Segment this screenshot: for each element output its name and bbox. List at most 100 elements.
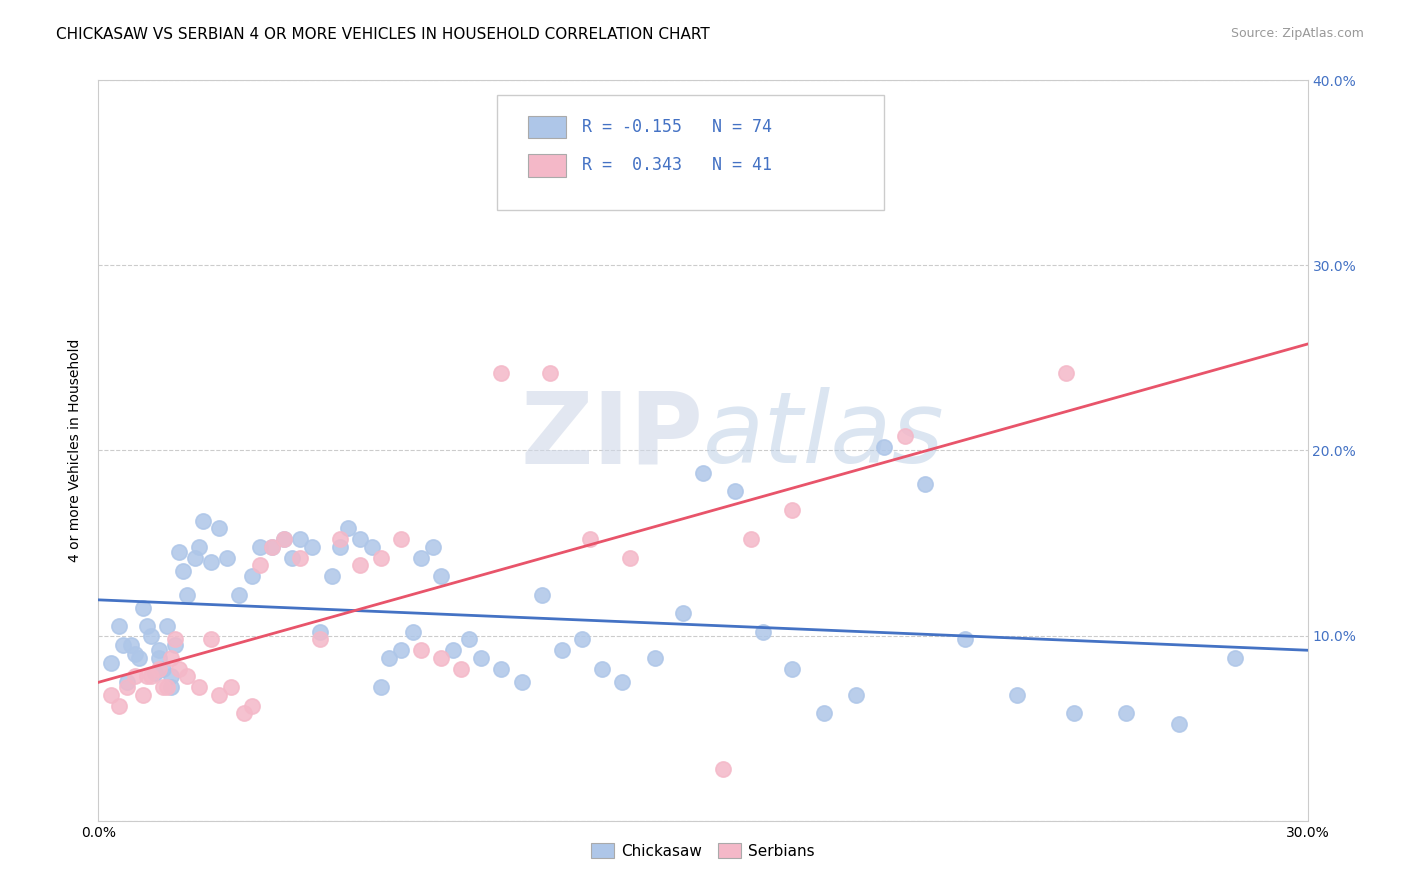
Point bbox=[249, 540, 271, 554]
Point bbox=[329, 540, 352, 554]
Point bbox=[176, 669, 198, 683]
Point bbox=[349, 533, 371, 547]
Point bbox=[163, 638, 186, 652]
Legend: Chickasaw, Serbians: Chickasaw, Serbians bbox=[585, 837, 821, 865]
Point bbox=[389, 533, 412, 547]
Point bbox=[128, 650, 150, 665]
Point bbox=[148, 662, 170, 676]
Point bbox=[1115, 706, 1137, 721]
Point bbox=[115, 674, 138, 689]
Point bbox=[430, 569, 453, 583]
Point bbox=[309, 624, 332, 639]
Point bbox=[1054, 366, 1077, 380]
Text: R = -0.155   N = 74: R = -0.155 N = 74 bbox=[582, 118, 772, 136]
Point bbox=[389, 643, 412, 657]
Point bbox=[240, 698, 263, 713]
Point bbox=[148, 650, 170, 665]
Point bbox=[914, 476, 936, 491]
Point bbox=[124, 669, 146, 683]
Point bbox=[1223, 650, 1246, 665]
Point bbox=[579, 533, 602, 547]
Point bbox=[200, 632, 222, 647]
Point bbox=[321, 569, 343, 583]
Point bbox=[167, 545, 190, 559]
Point bbox=[377, 650, 399, 665]
Point bbox=[441, 643, 464, 657]
Point bbox=[221, 681, 243, 695]
Point bbox=[132, 688, 155, 702]
Point bbox=[370, 550, 392, 565]
Point bbox=[337, 521, 360, 535]
Point bbox=[491, 662, 513, 676]
Point bbox=[143, 665, 166, 680]
Point bbox=[107, 619, 129, 633]
Point bbox=[139, 669, 162, 683]
Point bbox=[100, 657, 122, 671]
FancyBboxPatch shape bbox=[527, 116, 567, 138]
Point bbox=[188, 540, 211, 554]
Point bbox=[724, 484, 747, 499]
Point bbox=[612, 674, 634, 689]
Point bbox=[1063, 706, 1085, 721]
Point bbox=[193, 514, 215, 528]
Point bbox=[288, 550, 311, 565]
FancyBboxPatch shape bbox=[498, 95, 884, 210]
Point bbox=[873, 440, 896, 454]
Point bbox=[176, 588, 198, 602]
Text: ZIP: ZIP bbox=[520, 387, 703, 484]
Point bbox=[711, 762, 734, 776]
Point bbox=[232, 706, 254, 721]
Point bbox=[217, 550, 239, 565]
Point bbox=[845, 688, 868, 702]
Point bbox=[184, 550, 207, 565]
Point bbox=[591, 662, 613, 676]
Point bbox=[510, 674, 533, 689]
Point bbox=[301, 540, 323, 554]
Point bbox=[148, 643, 170, 657]
Point bbox=[571, 632, 593, 647]
Point bbox=[409, 550, 432, 565]
Point bbox=[953, 632, 976, 647]
Point bbox=[260, 540, 283, 554]
Point bbox=[160, 669, 183, 683]
Point bbox=[208, 688, 231, 702]
Point bbox=[135, 619, 157, 633]
Point bbox=[273, 533, 295, 547]
Point bbox=[619, 550, 641, 565]
Point bbox=[644, 650, 666, 665]
Point bbox=[139, 628, 162, 642]
Point bbox=[249, 558, 271, 573]
Point bbox=[780, 502, 803, 516]
Point bbox=[1167, 717, 1189, 731]
Text: R =  0.343   N = 41: R = 0.343 N = 41 bbox=[582, 156, 772, 175]
Point bbox=[329, 533, 352, 547]
Point bbox=[538, 366, 561, 380]
Point bbox=[551, 643, 574, 657]
Point bbox=[813, 706, 835, 721]
Point bbox=[450, 662, 472, 676]
Point bbox=[530, 588, 553, 602]
Point bbox=[288, 533, 311, 547]
Point bbox=[163, 632, 186, 647]
Text: atlas: atlas bbox=[703, 387, 945, 484]
Point bbox=[152, 662, 174, 676]
Point bbox=[740, 533, 762, 547]
Point bbox=[172, 564, 194, 578]
Point bbox=[430, 650, 453, 665]
Y-axis label: 4 or more Vehicles in Household: 4 or more Vehicles in Household bbox=[69, 339, 83, 562]
Point bbox=[100, 688, 122, 702]
Point bbox=[692, 466, 714, 480]
Point bbox=[1007, 688, 1029, 702]
Point bbox=[111, 638, 134, 652]
Point bbox=[156, 619, 179, 633]
Point bbox=[893, 428, 915, 442]
Point bbox=[361, 540, 384, 554]
Point bbox=[780, 662, 803, 676]
Point bbox=[188, 681, 211, 695]
Point bbox=[167, 662, 190, 676]
Point bbox=[208, 521, 231, 535]
Point bbox=[200, 554, 222, 569]
Point bbox=[107, 698, 129, 713]
Point bbox=[135, 669, 157, 683]
Point bbox=[309, 632, 332, 647]
